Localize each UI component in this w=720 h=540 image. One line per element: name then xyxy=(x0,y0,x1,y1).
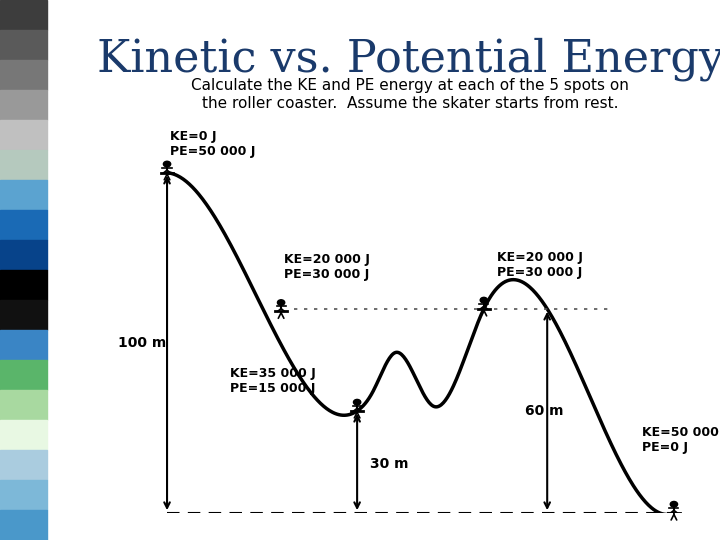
Text: Calculate the KE and PE energy at each of the 5 spots on
the roller coaster.  As: Calculate the KE and PE energy at each o… xyxy=(192,78,629,111)
Text: 60 m: 60 m xyxy=(525,404,564,418)
Text: KE=0 J
PE=50 000 J: KE=0 J PE=50 000 J xyxy=(170,130,256,158)
Circle shape xyxy=(670,502,678,507)
Text: Kinetic vs. Potential Energy: Kinetic vs. Potential Energy xyxy=(97,38,720,82)
Circle shape xyxy=(354,400,361,405)
Text: 30 m: 30 m xyxy=(370,457,408,471)
Text: KE=50 000 J
PE=0 J: KE=50 000 J PE=0 J xyxy=(642,426,720,454)
Circle shape xyxy=(163,161,171,167)
Text: 100 m: 100 m xyxy=(117,336,166,350)
Text: KE=20 000 J
PE=30 000 J: KE=20 000 J PE=30 000 J xyxy=(497,251,582,279)
Text: KE=20 000 J
PE=30 000 J: KE=20 000 J PE=30 000 J xyxy=(284,253,370,281)
Circle shape xyxy=(277,300,284,305)
Circle shape xyxy=(480,298,487,303)
Text: KE=35 000 J
PE=15 000 J: KE=35 000 J PE=15 000 J xyxy=(230,367,316,395)
